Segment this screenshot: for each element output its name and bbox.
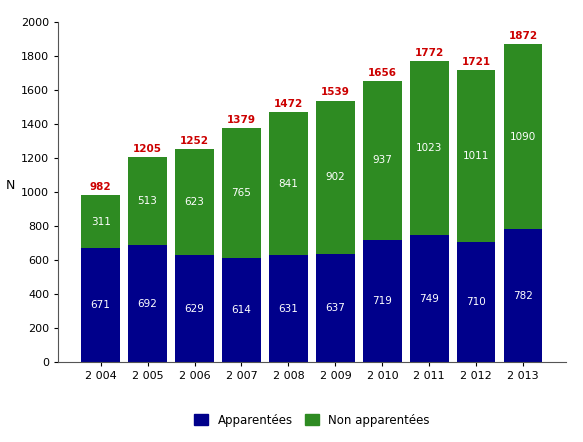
Text: 1472: 1472 [274, 99, 303, 109]
Y-axis label: N: N [5, 179, 15, 192]
Text: 1772: 1772 [415, 48, 444, 58]
Bar [410, 235, 448, 362]
Bar [128, 157, 167, 245]
Bar [316, 254, 354, 362]
Bar [363, 80, 402, 240]
Text: 631: 631 [279, 304, 298, 314]
Bar [82, 195, 120, 248]
Bar [504, 44, 542, 229]
Bar [222, 128, 261, 258]
Text: 1872: 1872 [508, 31, 538, 41]
Text: 902: 902 [325, 172, 345, 182]
Text: 692: 692 [138, 298, 157, 309]
Text: 311: 311 [91, 217, 111, 227]
Text: 614: 614 [231, 305, 251, 315]
Text: 782: 782 [513, 291, 533, 301]
Bar [175, 149, 214, 255]
Text: 982: 982 [90, 182, 111, 192]
Bar [128, 245, 167, 362]
Bar [504, 229, 542, 362]
Text: 1721: 1721 [462, 57, 491, 66]
Text: 937: 937 [373, 156, 392, 165]
Text: 710: 710 [466, 297, 486, 307]
Text: 1205: 1205 [133, 145, 162, 154]
Bar [269, 112, 308, 255]
Bar [457, 69, 496, 242]
Text: 637: 637 [325, 303, 345, 313]
Text: 623: 623 [185, 198, 205, 207]
Bar [82, 248, 120, 362]
Bar [175, 255, 214, 362]
Bar [222, 258, 261, 362]
Text: 719: 719 [373, 296, 392, 306]
Text: 1023: 1023 [416, 143, 442, 153]
Text: 1379: 1379 [227, 115, 256, 125]
Bar [316, 100, 354, 254]
Text: 1011: 1011 [463, 151, 490, 160]
Text: 1539: 1539 [321, 88, 350, 98]
Text: 671: 671 [91, 301, 111, 310]
Bar [269, 255, 308, 362]
Legend: Apparentées, Non apparentées: Apparentées, Non apparentées [189, 409, 434, 431]
Text: 1656: 1656 [368, 68, 397, 78]
Bar [410, 61, 448, 235]
Text: 749: 749 [419, 294, 439, 304]
Text: 1252: 1252 [180, 136, 209, 146]
Text: 629: 629 [185, 304, 205, 314]
Text: 841: 841 [279, 179, 298, 188]
Bar [457, 242, 496, 362]
Bar [363, 240, 402, 362]
Text: 765: 765 [231, 188, 251, 198]
Text: 1090: 1090 [510, 132, 536, 141]
Text: 513: 513 [138, 196, 157, 206]
